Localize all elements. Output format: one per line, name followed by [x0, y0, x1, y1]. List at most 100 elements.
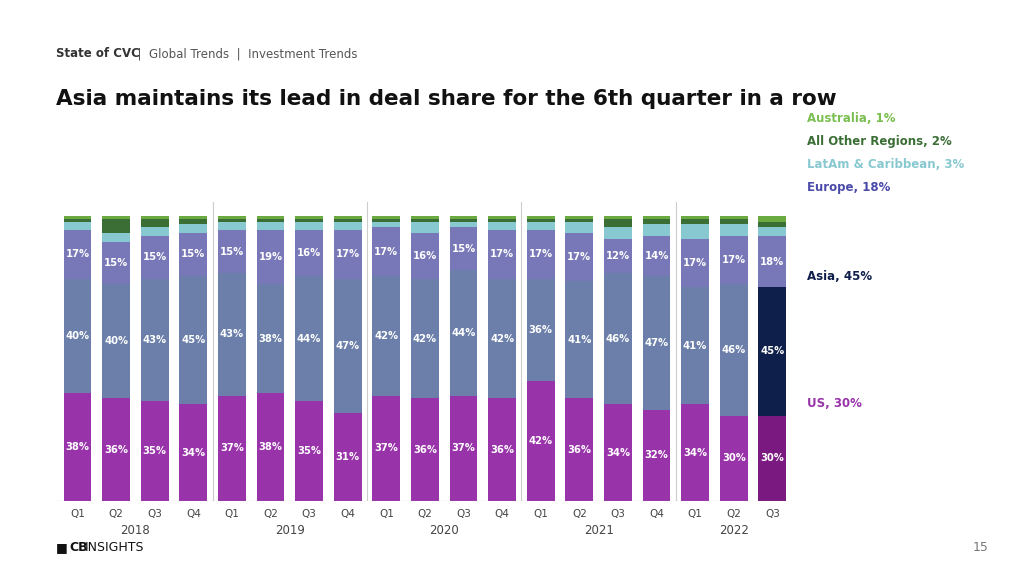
Bar — [179, 216, 207, 219]
Text: 17%: 17% — [490, 249, 514, 259]
Text: 17%: 17% — [66, 249, 90, 259]
Text: 18%: 18% — [760, 256, 784, 267]
Bar — [218, 396, 246, 501]
Text: 40%: 40% — [104, 336, 128, 346]
Text: 41%: 41% — [683, 340, 708, 351]
Bar — [334, 216, 361, 219]
Bar — [218, 230, 246, 273]
Text: 15: 15 — [972, 541, 988, 554]
Text: 38%: 38% — [66, 442, 89, 452]
Bar — [604, 216, 632, 219]
Bar — [720, 236, 748, 285]
Bar — [63, 222, 91, 230]
Bar — [488, 399, 516, 501]
Text: 2022: 2022 — [719, 524, 749, 537]
Text: 43%: 43% — [142, 335, 167, 345]
Bar — [720, 285, 748, 415]
Bar — [141, 401, 169, 501]
Text: CB: CB — [70, 541, 88, 554]
Bar — [604, 273, 632, 404]
Text: 38%: 38% — [258, 334, 283, 343]
Bar — [643, 276, 671, 410]
Text: 47%: 47% — [644, 338, 669, 348]
Bar — [643, 236, 671, 276]
Bar — [63, 279, 91, 393]
Bar — [720, 216, 748, 219]
Text: 47%: 47% — [336, 340, 359, 351]
Bar — [565, 219, 593, 222]
Text: 15%: 15% — [220, 247, 244, 256]
Bar — [373, 276, 400, 396]
Bar — [759, 287, 786, 415]
Bar — [759, 216, 786, 222]
Bar — [179, 233, 207, 276]
Text: 34%: 34% — [606, 448, 630, 457]
Bar — [179, 219, 207, 225]
Text: US, 30%: US, 30% — [807, 397, 862, 410]
Bar — [411, 279, 439, 399]
Text: 2018: 2018 — [121, 524, 151, 537]
Bar — [450, 270, 477, 396]
Text: 16%: 16% — [413, 251, 437, 261]
Bar — [63, 216, 91, 219]
Bar — [295, 216, 323, 219]
Bar — [179, 225, 207, 233]
Bar — [720, 219, 748, 225]
Bar — [411, 222, 439, 233]
Bar — [604, 219, 632, 228]
Bar — [334, 279, 361, 412]
Bar — [141, 279, 169, 401]
Text: 12%: 12% — [606, 251, 630, 261]
Bar — [102, 241, 130, 285]
Bar — [102, 216, 130, 219]
Text: 15%: 15% — [104, 258, 128, 268]
Text: 45%: 45% — [181, 335, 206, 345]
Bar — [295, 230, 323, 276]
Text: 17%: 17% — [336, 249, 359, 259]
Bar — [102, 399, 130, 501]
Bar — [257, 222, 285, 230]
Bar — [565, 222, 593, 233]
Text: 30%: 30% — [761, 453, 784, 463]
Text: 43%: 43% — [220, 329, 244, 339]
Bar — [450, 228, 477, 270]
Bar — [450, 216, 477, 219]
Text: 42%: 42% — [528, 436, 553, 446]
Bar — [488, 222, 516, 230]
Bar — [681, 238, 709, 287]
Text: 42%: 42% — [375, 331, 398, 340]
Bar — [604, 228, 632, 238]
Bar — [527, 230, 555, 279]
Text: 41%: 41% — [567, 335, 592, 345]
Bar — [681, 287, 709, 404]
Text: 30%: 30% — [722, 453, 745, 463]
Text: ■: ■ — [56, 541, 73, 554]
Bar — [488, 219, 516, 222]
Text: 19%: 19% — [258, 252, 283, 262]
Bar — [450, 222, 477, 228]
Bar — [527, 219, 555, 222]
Text: 44%: 44% — [452, 328, 476, 338]
Bar — [411, 399, 439, 501]
Text: 17%: 17% — [528, 249, 553, 259]
Bar — [604, 238, 632, 273]
Text: 34%: 34% — [683, 448, 708, 457]
Text: Australia, 1%: Australia, 1% — [807, 112, 895, 124]
Bar — [411, 219, 439, 222]
Text: 32%: 32% — [645, 450, 669, 460]
Bar — [720, 415, 748, 501]
Text: 35%: 35% — [297, 446, 322, 456]
Text: 14%: 14% — [644, 251, 669, 261]
Bar — [720, 225, 748, 236]
Text: 37%: 37% — [452, 444, 475, 453]
Bar — [759, 415, 786, 501]
Bar — [373, 222, 400, 228]
Bar — [373, 396, 400, 501]
Bar — [257, 393, 285, 501]
Bar — [373, 219, 400, 222]
Text: 36%: 36% — [104, 445, 128, 455]
Text: 37%: 37% — [220, 444, 244, 453]
Bar — [257, 216, 285, 219]
Text: 40%: 40% — [66, 331, 90, 340]
Bar — [295, 401, 323, 501]
